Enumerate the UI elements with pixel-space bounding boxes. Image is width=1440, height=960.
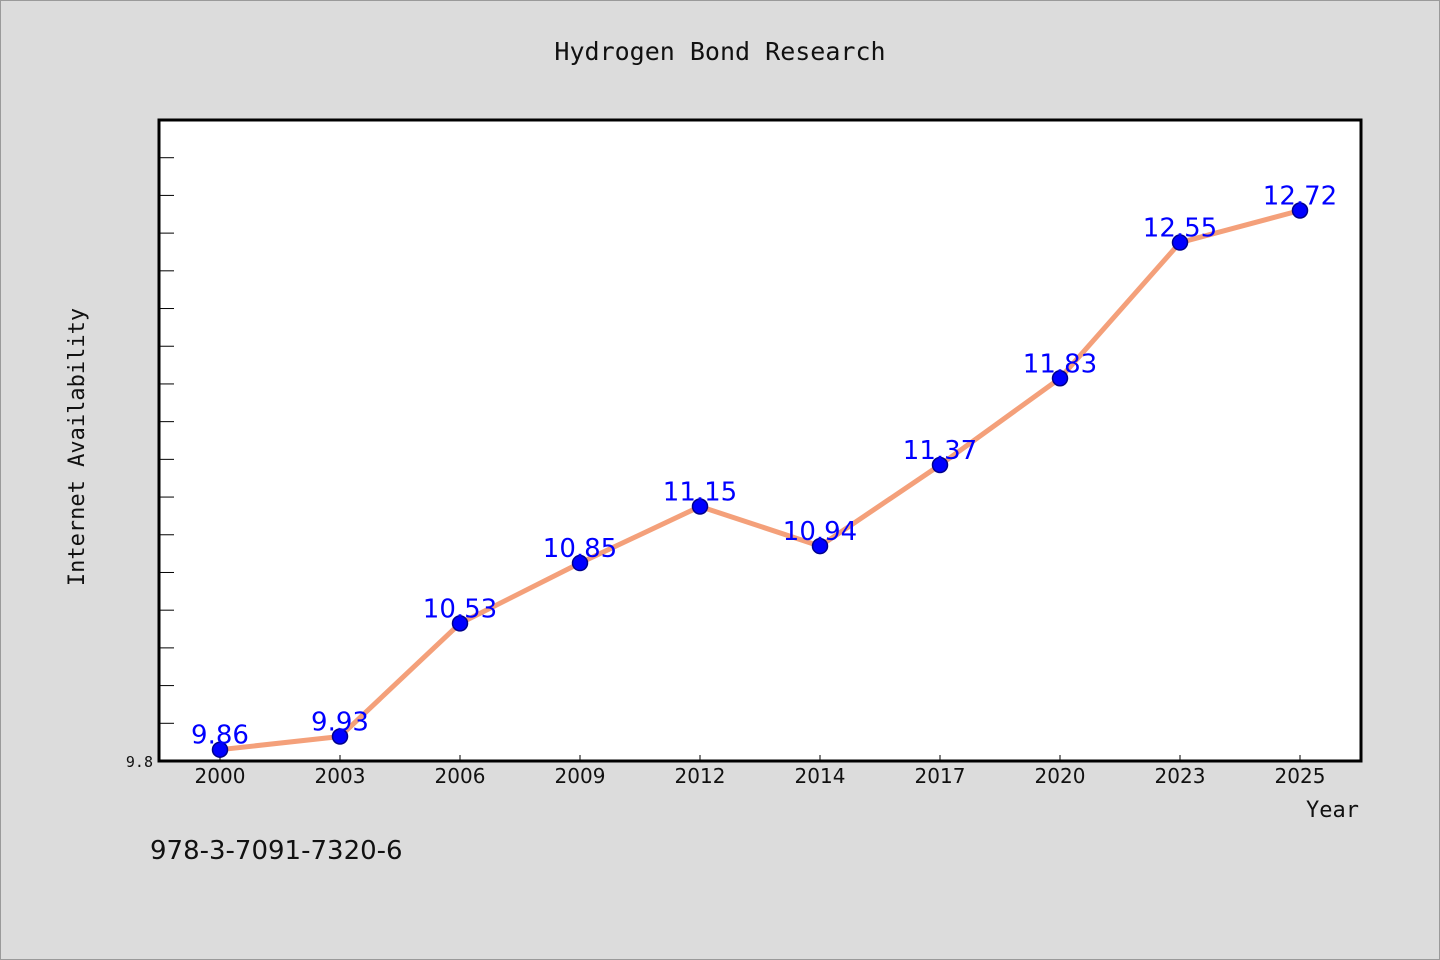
data-point-marker — [1171, 234, 1189, 251]
x-tick-label: 2014 — [795, 764, 846, 788]
x-tick-label: 2017 — [915, 764, 966, 788]
data-point-marker — [811, 537, 829, 555]
series-line — [217, 207, 1303, 753]
y-axis-minor-ticks — [159, 157, 174, 724]
plot-area — [157, 118, 1363, 763]
data-label: 10.85 — [543, 534, 617, 564]
data-label: 9.86 — [191, 721, 249, 751]
x-tick-label: 2025 — [1275, 764, 1326, 788]
isbn-text: 978-3-7091-7320-6 — [150, 836, 403, 866]
y-tick-label: 9.8 — [126, 753, 153, 771]
x-tick-label: 2012 — [675, 764, 726, 788]
data-point-marker — [211, 741, 229, 758]
data-point-marker — [331, 728, 349, 745]
x-tick-label: 2000 — [195, 764, 246, 788]
data-label: 12.72 — [1263, 181, 1337, 211]
y-axis-label: Internet Availability — [65, 308, 90, 586]
x-axis-ticks: 2000 2003 2006 2009 2012 2014 2017 2020 2023 2025 — [195, 755, 1326, 788]
series-markers — [211, 202, 1309, 758]
data-point-marker — [691, 498, 709, 515]
data-label: 12.55 — [1143, 214, 1217, 244]
x-tick-label: 2003 — [315, 764, 366, 788]
data-label: 11.83 — [1023, 349, 1097, 379]
x-tick-label: 2020 — [1035, 764, 1086, 788]
data-label: 10.53 — [423, 594, 497, 624]
data-label: 9.93 — [311, 707, 369, 737]
data-point-marker — [931, 456, 949, 474]
chart-title: Hydrogen Bond Research — [554, 37, 885, 66]
x-tick-label: 2023 — [1155, 764, 1206, 788]
data-point-marker — [1291, 202, 1309, 219]
data-label: 11.15 — [663, 477, 737, 507]
data-labels: 9.86 9.93 10.53 10.85 11.15 10.94 11.37 11.83 12… — [191, 181, 1337, 750]
data-point-marker — [1051, 370, 1069, 387]
x-tick-label: 2006 — [435, 764, 486, 788]
data-point-marker — [571, 554, 589, 572]
data-label: 11.37 — [903, 436, 977, 466]
x-axis-label: Year — [1306, 798, 1359, 823]
data-label: 10.94 — [783, 517, 857, 547]
x-tick-label: 2009 — [555, 764, 606, 788]
data-point-marker — [451, 615, 469, 632]
